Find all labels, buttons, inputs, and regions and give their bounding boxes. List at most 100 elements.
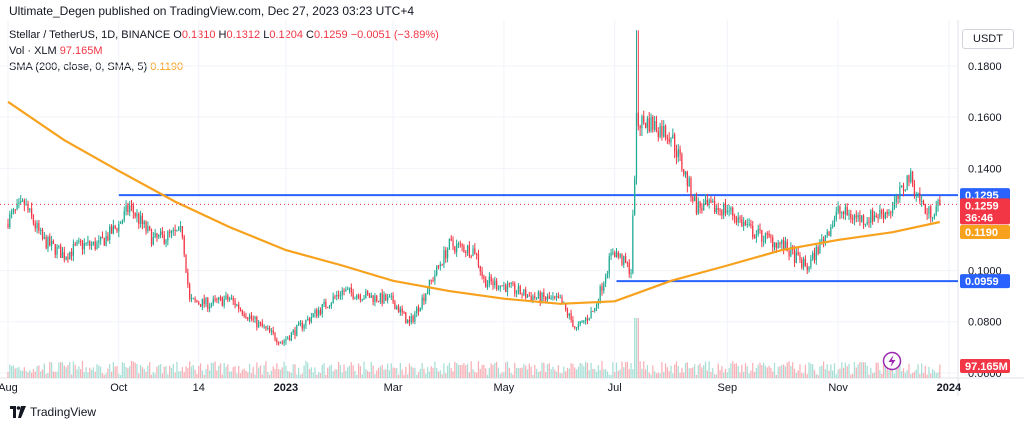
- candle-body: [281, 342, 283, 344]
- time-axis[interactable]: Aug Oct 14 2023 Mar May Jul Sep Nov 2024: [0, 382, 962, 394]
- volume-bar: [430, 366, 432, 378]
- volume-bar: [72, 361, 75, 378]
- candle-body: [808, 266, 810, 271]
- candle-body: [586, 318, 589, 321]
- volume-bar: [67, 365, 69, 378]
- volume-bar: [258, 367, 260, 378]
- volume-bar: [763, 362, 765, 378]
- candle-body: [368, 293, 371, 298]
- volume-bar: [926, 374, 928, 378]
- candle-body: [534, 296, 536, 298]
- volume-bar: [485, 368, 487, 378]
- volume-bar: [45, 373, 47, 378]
- volume-bar: [330, 364, 332, 378]
- candle-body: [90, 244, 93, 246]
- candle-body: [314, 310, 316, 314]
- volume-bar: [332, 371, 334, 378]
- volume-bar: [236, 373, 238, 378]
- volume-bar: [537, 372, 540, 378]
- candle-body: [723, 204, 725, 216]
- candle-body: [465, 252, 467, 254]
- candle-body: [724, 204, 727, 213]
- candle-body: [772, 237, 774, 248]
- volume-bar: [112, 362, 114, 378]
- candle-body: [208, 306, 211, 309]
- candle-body: [472, 248, 474, 257]
- volume-bar: [317, 372, 320, 378]
- volume-bar: [287, 370, 289, 378]
- volume-bar: [192, 364, 194, 378]
- volume-bar: [510, 372, 512, 378]
- sma-line: [7, 100, 941, 305]
- candle-body: [89, 241, 91, 246]
- sma-value: 0.1190: [150, 61, 184, 73]
- currency-button[interactable]: USDT: [962, 29, 1014, 49]
- volume-bar: [56, 371, 58, 378]
- volume-bar: [412, 367, 414, 378]
- volume-bar: [534, 364, 536, 378]
- volume-bar: [690, 368, 692, 378]
- volume-bar: [426, 367, 429, 378]
- candle-body: [525, 289, 527, 298]
- candle-body: [443, 250, 445, 265]
- volume-bar: [130, 361, 133, 378]
- volume-bar: [43, 363, 45, 378]
- candle-body: [517, 286, 520, 293]
- candle-body: [812, 252, 814, 260]
- volume-label[interactable]: Vol · XLM: [9, 45, 57, 57]
- volume-bar: [893, 373, 896, 378]
- volume-bar: [241, 369, 243, 378]
- volume-bar: [793, 368, 796, 378]
- candle-body: [844, 207, 847, 215]
- tradingview-logo-icon: [10, 406, 26, 418]
- sma-label[interactable]: SMA (200, close, 0, SMA, 5): [9, 61, 148, 73]
- candle-body: [265, 326, 267, 329]
- candle-body: [270, 330, 273, 332]
- volume-bar: [198, 366, 200, 378]
- candle-body: [354, 298, 356, 300]
- candles: [7, 30, 941, 347]
- volume-bar: [608, 374, 610, 378]
- volume-bar: [250, 373, 253, 378]
- candle-body: [554, 296, 556, 298]
- candle-body: [461, 244, 463, 247]
- candle-body: [797, 252, 799, 256]
- candle-body: [712, 200, 714, 203]
- candle-body: [268, 327, 271, 332]
- candle-body: [788, 251, 790, 257]
- sma-legend-row: SMA (200, close, 0, SMA, 5) 0.1190: [9, 61, 183, 73]
- price-tick-label: 0.1800: [968, 61, 1002, 73]
- volume-bar: [525, 365, 527, 378]
- volume-bar: [259, 365, 262, 378]
- volume-bar: [138, 373, 140, 378]
- volume-bar: [788, 361, 790, 378]
- volume-bar: [479, 369, 481, 378]
- candle-body: [686, 171, 688, 186]
- volume-bar: [853, 362, 856, 378]
- volume-bar: [437, 371, 440, 378]
- volume-bar: [548, 363, 550, 378]
- horizontal-lines[interactable]: [118, 194, 958, 283]
- alert-icon[interactable]: [882, 351, 902, 371]
- candle-body: [258, 322, 260, 328]
- candle-body: [917, 193, 919, 195]
- symbol-name[interactable]: Stellar / TetherUS, 1D, BINANCE: [9, 29, 171, 41]
- candle-body: [650, 116, 652, 132]
- candle-body: [477, 254, 480, 266]
- candle-body: [317, 310, 320, 317]
- candle-body: [884, 212, 886, 219]
- candle-body: [537, 292, 540, 298]
- candle-body: [406, 319, 409, 324]
- candle-body: [775, 242, 777, 249]
- candle-body: [621, 254, 623, 265]
- volume-bar: [428, 371, 431, 378]
- volume-bar: [773, 362, 776, 378]
- volume-bar: [490, 363, 492, 378]
- candle-body: [359, 295, 362, 300]
- volume-bar: [381, 364, 383, 378]
- volume-bar: [846, 366, 848, 378]
- volume-bar: [724, 368, 727, 378]
- candle-body: [508, 283, 510, 285]
- candle-body: [597, 302, 599, 306]
